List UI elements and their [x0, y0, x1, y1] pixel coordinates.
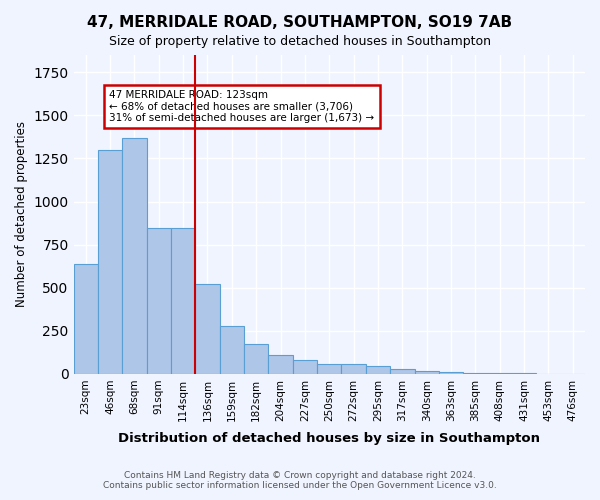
Bar [171, 228, 196, 374]
Text: 47, MERRIDALE ROAD, SOUTHAMPTON, SO19 7AB: 47, MERRIDALE ROAD, SOUTHAMPTON, SO19 7A… [88, 15, 512, 30]
Bar [463, 372, 488, 374]
Bar [439, 372, 463, 374]
Bar [220, 326, 244, 374]
Bar [415, 371, 439, 374]
Text: Contains HM Land Registry data © Crown copyright and database right 2024.
Contai: Contains HM Land Registry data © Crown c… [103, 470, 497, 490]
Text: 47 MERRIDALE ROAD: 123sqm
← 68% of detached houses are smaller (3,706)
31% of se: 47 MERRIDALE ROAD: 123sqm ← 68% of detac… [109, 90, 374, 124]
Bar [293, 360, 317, 374]
Bar [244, 344, 268, 374]
X-axis label: Distribution of detached houses by size in Southampton: Distribution of detached houses by size … [118, 432, 540, 445]
Y-axis label: Number of detached properties: Number of detached properties [15, 122, 28, 308]
Bar [196, 284, 220, 374]
Bar [74, 264, 98, 374]
Bar [268, 355, 293, 374]
Bar [390, 368, 415, 374]
Bar [366, 366, 390, 374]
Text: Size of property relative to detached houses in Southampton: Size of property relative to detached ho… [109, 35, 491, 48]
Bar [122, 138, 146, 374]
Bar [146, 228, 171, 374]
Bar [98, 150, 122, 374]
Bar [341, 364, 366, 374]
Bar [317, 364, 341, 374]
Bar [488, 373, 512, 374]
